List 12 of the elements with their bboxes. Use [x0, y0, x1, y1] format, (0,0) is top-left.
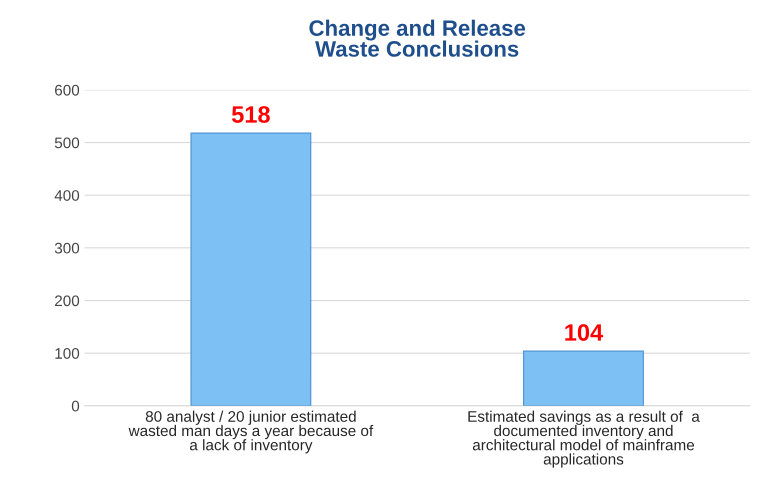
- x-tick-label: 80 analyst / 20 junior estimated wasted man days a year because of a lack of inventory: [128, 410, 374, 454]
- y-tick-label: 0: [72, 400, 80, 412]
- y-tick-label: 400: [54, 190, 80, 201]
- data-label: 518: [232, 106, 270, 123]
- y-tick-label: 600: [55, 84, 80, 96]
- y-tick-label: 100: [55, 348, 80, 359]
- y-tick-label: 500: [54, 137, 80, 148]
- y-tick-label: 300: [54, 242, 80, 254]
- x-tick-label: Estimated savings as a result of a documented inventory and architectural model of mainframe applications: [468, 410, 700, 468]
- data-label: 104: [565, 324, 604, 341]
- chart-title: Change and Release Waste Conclusions: [309, 20, 526, 57]
- y-tick-label: 200: [55, 295, 80, 306]
